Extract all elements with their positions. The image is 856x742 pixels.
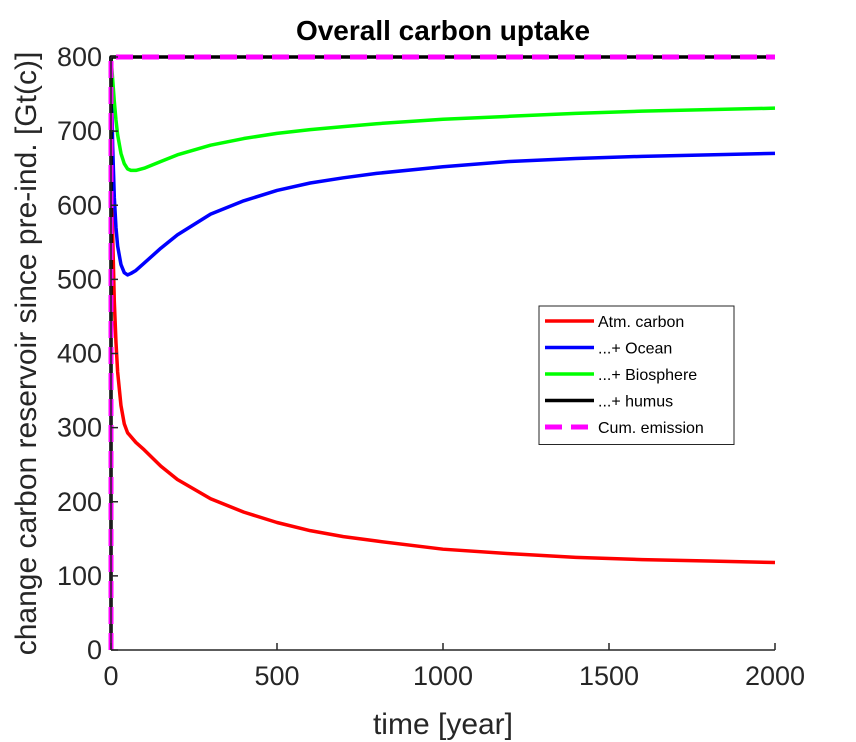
y-tick-label-2: 200: [57, 487, 102, 517]
ticks-layer: 0 500 1000 1500 2000 0 100 200 300 400 500 600 700 80…: [57, 42, 805, 691]
legend-label-4: Cum. emission: [598, 420, 704, 437]
y-tick-label-7: 700: [57, 116, 102, 146]
x-axis-title: time [year]: [373, 708, 513, 741]
legend: Atm. carbon ...+ Ocean ...+ Biosphere ...+ …: [538, 305, 735, 445]
series-line-0: [109, 56, 776, 565]
x-tick-label-0: 0: [103, 661, 118, 691]
y-tick-label-0: 0: [87, 635, 102, 665]
y-tick-label-3: 300: [57, 413, 102, 443]
legend-label-1: ...+ Ocean: [598, 341, 672, 358]
x-tick-label-3: 1500: [579, 661, 639, 691]
y-axis-title: change carbon reservoir since pre-ind. […: [10, 52, 43, 656]
y-tick-label-5: 500: [57, 264, 102, 294]
y-tick-label-1: 100: [57, 561, 102, 591]
y-tick-label-8: 800: [57, 42, 102, 72]
series-line-2: [109, 56, 776, 173]
y-tick-label-4: 400: [57, 339, 102, 369]
legend-label-3: ...+ humus: [598, 394, 673, 411]
x-tick-label-2: 1000: [413, 661, 473, 691]
legend-label-0: Atm. carbon: [598, 314, 684, 331]
series-line-1: [109, 56, 776, 277]
legend-label-2: ...+ Biosphere: [598, 367, 697, 384]
x-tick-label-4: 2000: [745, 661, 805, 691]
x-tick-label-1: 500: [254, 661, 299, 691]
y-tick-label-6: 600: [57, 190, 102, 220]
chart-title: Overall carbon uptake: [296, 15, 590, 46]
